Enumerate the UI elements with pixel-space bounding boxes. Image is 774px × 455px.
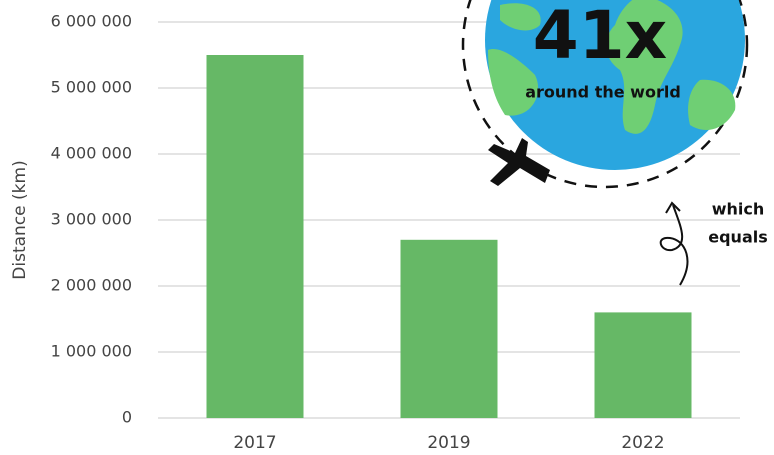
continent bbox=[500, 3, 541, 31]
airplane bbox=[488, 138, 550, 186]
y-tick-label: 3 000 000 bbox=[51, 210, 132, 229]
bar bbox=[206, 55, 304, 418]
y-tick-label: 2 000 000 bbox=[51, 276, 132, 295]
globe-illustration: 41x around the world bbox=[461, 0, 749, 189]
arrow bbox=[659, 204, 689, 286]
continent bbox=[688, 79, 736, 130]
y-tick-label: 0 bbox=[122, 408, 132, 427]
bars bbox=[206, 55, 692, 418]
continent bbox=[606, 0, 683, 134]
y-tick-label: 4 000 000 bbox=[51, 144, 132, 163]
bar bbox=[594, 312, 692, 418]
annotation: which bbox=[712, 200, 765, 219]
x-tick-label: 2022 bbox=[621, 433, 664, 453]
multiplier: 41x bbox=[533, 0, 667, 74]
continent bbox=[488, 49, 539, 116]
subtitle: around the world bbox=[525, 83, 681, 102]
x-tick-label: 2019 bbox=[427, 433, 470, 453]
arrow-head bbox=[665, 201, 681, 214]
annotation: equals bbox=[708, 228, 768, 247]
y-tick-label: 6 000 000 bbox=[51, 12, 132, 31]
x-tick-label: 2017 bbox=[233, 433, 276, 453]
y-tick-label: 5 000 000 bbox=[51, 78, 132, 97]
y-tick-label: 1 000 000 bbox=[51, 342, 132, 361]
y-axis-label: Distance (km) bbox=[10, 160, 30, 279]
bar bbox=[400, 239, 498, 418]
dashed-ring bbox=[461, 0, 749, 189]
